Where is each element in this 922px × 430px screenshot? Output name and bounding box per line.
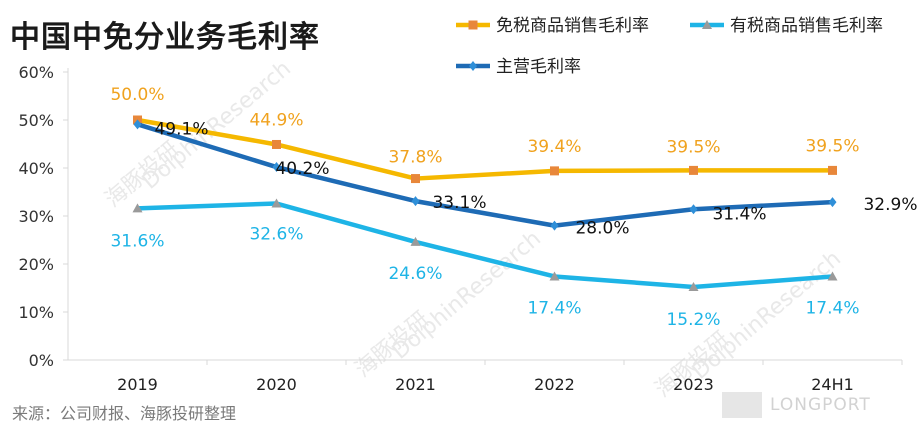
chart-title: 中国中免分业务毛利率 — [10, 20, 320, 55]
data-label: 50.0% — [110, 85, 164, 105]
axes: 0% 10% 20% 30% 40% 50% 60% 2019 2020 2021 2022 2023… — [18, 63, 903, 394]
y-tick-label: 50% — [18, 111, 54, 130]
data-label: 44.9% — [249, 110, 303, 130]
brand-mark-icon — [722, 392, 762, 418]
data-label: 32.9% — [863, 195, 917, 215]
data-label: 37.8% — [388, 148, 442, 168]
data-point-square — [272, 139, 281, 149]
data-point-diamond — [411, 196, 420, 207]
data-label: 32.6% — [249, 225, 303, 245]
data-point-triangle — [271, 198, 282, 208]
source-note: 来源：公司财报、海豚投研整理 — [12, 404, 237, 423]
data-point-triangle — [132, 203, 143, 213]
data-point-square — [468, 20, 478, 30]
y-tick-label: 60% — [18, 63, 54, 82]
data-point-triangle — [827, 271, 838, 281]
data-label: 24.6% — [388, 264, 442, 284]
data-point-triangle — [688, 282, 699, 292]
data-point-square — [828, 165, 837, 175]
data-point-diamond — [272, 162, 281, 173]
legend-label: 主营毛利率 — [496, 57, 581, 77]
data-point-square — [689, 165, 698, 175]
data-label: 15.2% — [666, 310, 720, 330]
data-label: 39.4% — [527, 137, 581, 157]
data-point-diamond — [469, 61, 477, 71]
x-tick-label: 2020 — [256, 375, 297, 394]
data-label: 31.6% — [110, 231, 164, 251]
data-label: 39.5% — [666, 137, 720, 157]
x-tick-label: 2022 — [534, 375, 575, 394]
y-tick-label: 0% — [29, 351, 54, 370]
data-label: 39.5% — [805, 136, 859, 156]
data-point-square — [550, 166, 559, 176]
data-point-triangle — [702, 20, 712, 29]
data-label: 33.1% — [432, 193, 486, 213]
data-label: 28.0% — [575, 219, 629, 239]
y-tick-label: 10% — [18, 303, 54, 322]
series-line — [137, 117, 833, 181]
data-label: 31.4% — [712, 204, 766, 224]
data-label: 17.4% — [805, 298, 859, 318]
brand-logo: LONGPORT — [722, 392, 871, 418]
data-point-triangle — [410, 236, 421, 246]
data-point-diamond — [828, 197, 837, 208]
data-point-diamond — [133, 119, 142, 130]
x-tick-label: 2021 — [395, 375, 436, 394]
brand-text: LONGPORT — [770, 395, 871, 415]
data-point-diamond — [550, 220, 559, 231]
x-tick-label: 2019 — [117, 375, 158, 394]
data-point-triangle — [549, 271, 560, 281]
legend-label: 免税商品销售毛利率 — [496, 16, 649, 36]
legend-label: 有税商品销售毛利率 — [730, 16, 883, 36]
data-label: 40.2% — [275, 159, 329, 179]
x-tick-label: 24H1 — [811, 375, 854, 394]
data-labels: 50.0% 44.9% 37.8% 39.4% 39.5% 39.5% 31.6% 32.6%… — [110, 85, 917, 330]
series-line — [137, 201, 833, 290]
data-point-diamond — [689, 204, 698, 215]
y-tick-label: 30% — [18, 207, 54, 226]
data-point-square — [411, 174, 420, 184]
series-line — [136, 122, 833, 228]
y-tick-label: 40% — [18, 159, 54, 178]
y-tick-label: 20% — [18, 255, 54, 274]
data-label: 49.1% — [154, 119, 208, 139]
series-lines — [132, 115, 838, 292]
data-label: 17.4% — [527, 298, 581, 318]
x-tick-label: 2023 — [673, 375, 714, 394]
